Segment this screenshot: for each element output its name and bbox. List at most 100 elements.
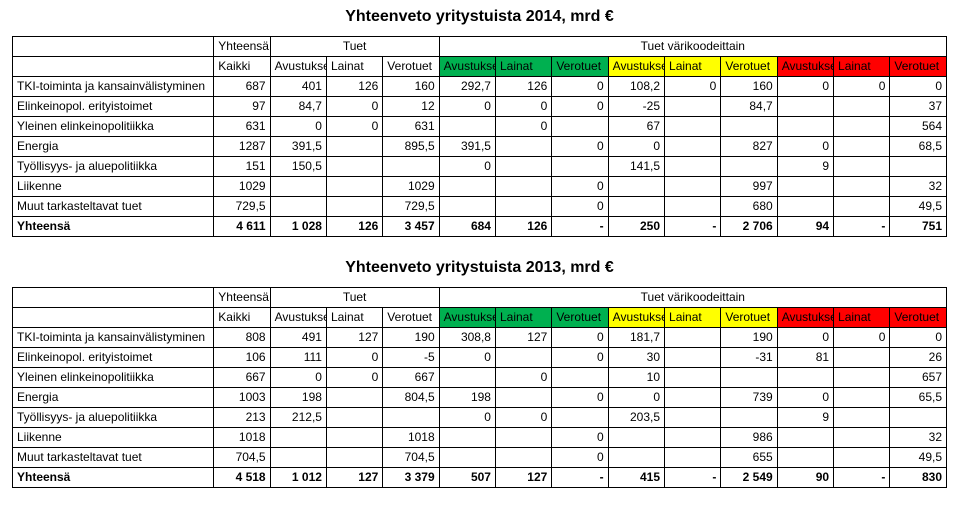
header-sub-red: Lainat (834, 308, 890, 328)
cell: 84,7 (721, 97, 777, 117)
cell: 830 (890, 468, 947, 488)
cell: 3 457 (383, 217, 439, 237)
header-blank2 (13, 57, 214, 77)
header-sub-yellow: Avustukset (608, 57, 664, 77)
header-sub: Lainat (326, 57, 382, 77)
cell: 9 (777, 408, 833, 428)
header-group-row: Yhteensä Tuet Tuet värikoodeittain (13, 37, 947, 57)
cell (608, 448, 664, 468)
row-label: Elinkeinopol. erityistoimet (13, 97, 214, 117)
cell: 84,7 (270, 97, 326, 117)
cell: 1 028 (270, 217, 326, 237)
cell: 1018 (214, 428, 270, 448)
row-label: Muut tarkasteltavat tuet (13, 448, 214, 468)
cell (665, 117, 721, 137)
cell: 0 (552, 428, 608, 448)
cell: 150,5 (270, 157, 326, 177)
cell: 687 (214, 77, 270, 97)
cell: -5 (383, 348, 439, 368)
cell: 0 (552, 328, 608, 348)
cell: 0 (326, 97, 382, 117)
table-row: Liikenne10291029099732 (13, 177, 947, 197)
cell: 0 (777, 328, 833, 348)
cell: 94 (777, 217, 833, 237)
header-tuet: Tuet (270, 37, 439, 57)
cell (270, 197, 326, 217)
header-sub-row: Kaikki Avustukset Lainat Verotuet Avustu… (13, 308, 947, 328)
header-sub: Avustukset (270, 308, 326, 328)
cell (326, 197, 382, 217)
header-varikoodeittain: Tuet värikoodeittain (439, 37, 946, 57)
header-blank (13, 288, 214, 308)
cell: 0 (495, 368, 551, 388)
cell: 0 (834, 328, 890, 348)
header-sub-red: Verotuet (890, 57, 947, 77)
table-row: Muut tarkasteltavat tuet704,5704,5065549… (13, 448, 947, 468)
cell: 729,5 (214, 197, 270, 217)
cell: 111 (270, 348, 326, 368)
cell: - (834, 217, 890, 237)
cell (834, 137, 890, 157)
cell: 0 (326, 117, 382, 137)
cell: 729,5 (383, 197, 439, 217)
cell: 391,5 (439, 137, 495, 157)
cell (326, 157, 382, 177)
cell: 10 (608, 368, 664, 388)
header-sub: Verotuet (383, 57, 439, 77)
cell: 1 012 (270, 468, 326, 488)
cell: 141,5 (608, 157, 664, 177)
row-label: Yhteensä (13, 468, 214, 488)
cell: 1029 (214, 177, 270, 197)
cell (890, 157, 947, 177)
cell: 0 (552, 388, 608, 408)
cell: 126 (326, 77, 382, 97)
cell: 997 (721, 177, 777, 197)
cell: 0 (552, 177, 608, 197)
table-row: Työllisyys- ja aluepolitiikka213212,5002… (13, 408, 947, 428)
cell (721, 157, 777, 177)
cell (834, 408, 890, 428)
cell (495, 428, 551, 448)
header-sub-yellow: Lainat (665, 308, 721, 328)
cell: 895,5 (383, 137, 439, 157)
cell: 704,5 (383, 448, 439, 468)
cell (495, 197, 551, 217)
summary-table-2014: Yhteensä Tuet Tuet värikoodeittain Kaikk… (12, 36, 947, 237)
header-sub-yellow: Verotuet (721, 57, 777, 77)
cell: 90 (777, 468, 833, 488)
cell (326, 388, 382, 408)
cell: 126 (495, 77, 551, 97)
cell: 0 (552, 197, 608, 217)
table-row: Yleinen elinkeinopolitiikka6670066701065… (13, 368, 947, 388)
cell: 160 (383, 77, 439, 97)
cell: 0 (326, 348, 382, 368)
cell (665, 157, 721, 177)
cell: 739 (721, 388, 777, 408)
cell: 0 (608, 137, 664, 157)
cell: 0 (608, 388, 664, 408)
cell: 0 (834, 77, 890, 97)
cell: 212,5 (270, 408, 326, 428)
cell: 160 (721, 77, 777, 97)
cell (552, 368, 608, 388)
cell: 127 (495, 468, 551, 488)
cell (777, 368, 833, 388)
cell (834, 428, 890, 448)
cell: 401 (270, 77, 326, 97)
cell: 0 (777, 137, 833, 157)
cell (383, 408, 439, 428)
cell: 49,5 (890, 197, 947, 217)
cell (665, 137, 721, 157)
cell: 684 (439, 217, 495, 237)
cell: 415 (608, 468, 664, 488)
cell (439, 428, 495, 448)
cell (665, 97, 721, 117)
summary-table-2013: Yhteensä Tuet Tuet värikoodeittain Kaikk… (12, 287, 947, 488)
cell: - (552, 468, 608, 488)
header-sub-yellow: Avustukset (608, 308, 664, 328)
row-label: Työllisyys- ja aluepolitiikka (13, 157, 214, 177)
header-yhteensa: Yhteensä (214, 37, 270, 57)
cell: 631 (383, 117, 439, 137)
row-label: Työllisyys- ja aluepolitiikka (13, 408, 214, 428)
table-title: Yhteenveto yritystuista 2013, mrd € (345, 259, 614, 276)
